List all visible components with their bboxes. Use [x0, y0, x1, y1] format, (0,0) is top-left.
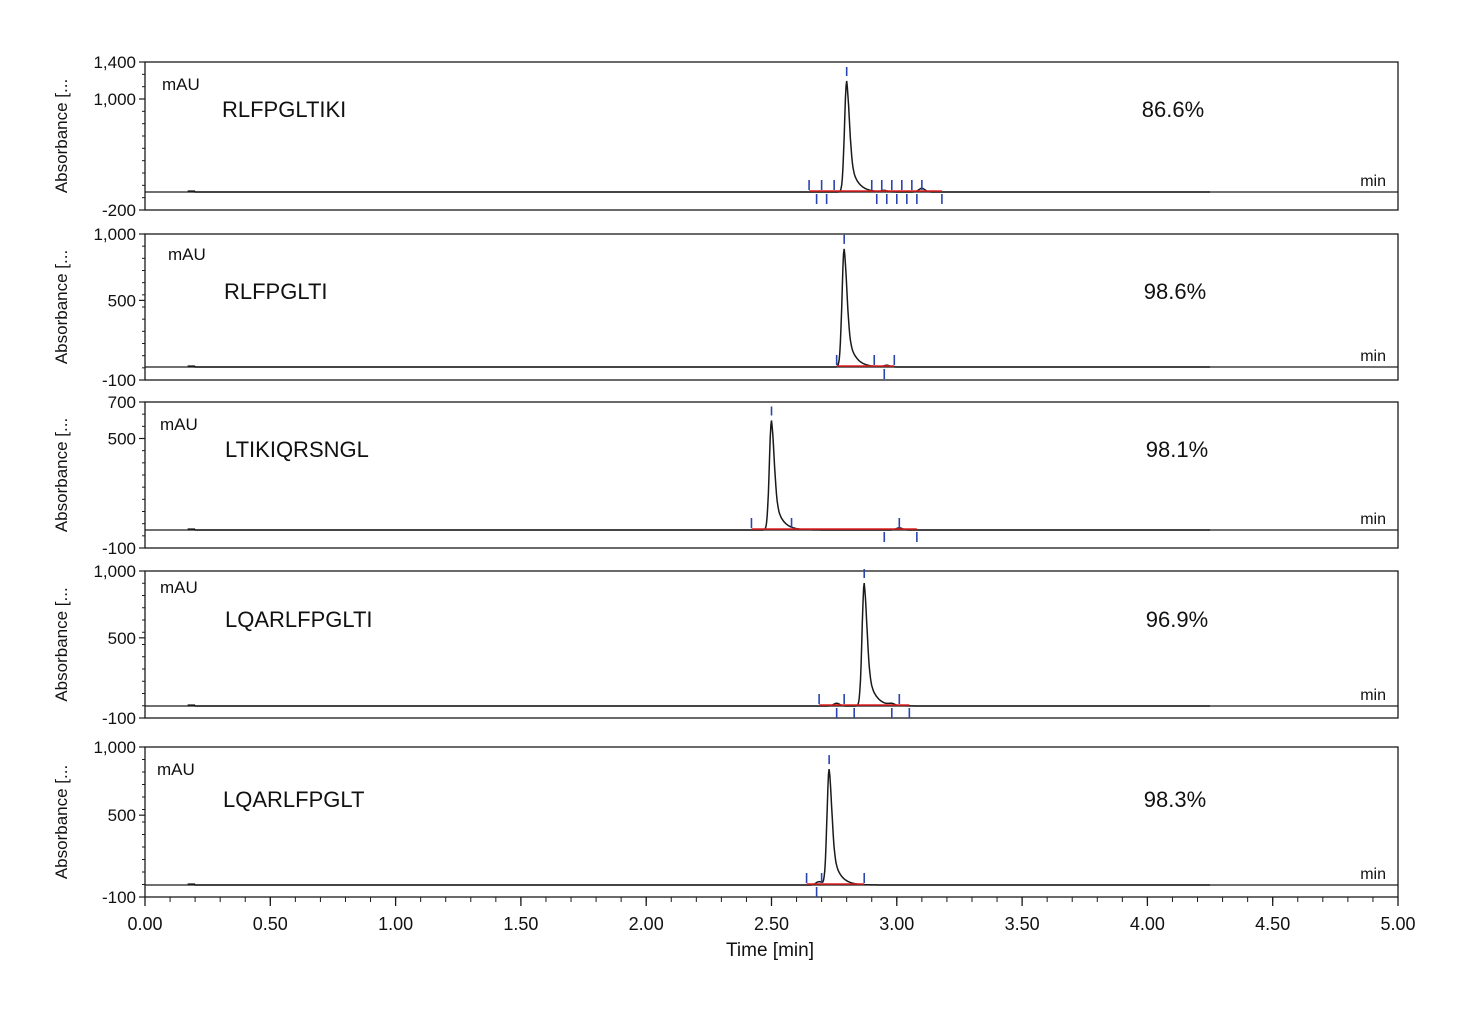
panels-layer: 1,400 1,000 -200 Absorbance [... mAU min RLFPG… [52, 53, 1399, 907]
panel-1: 1,400 1,000 -200 Absorbance [... mAU min RLFPG… [52, 53, 1399, 220]
panel-4: 1,000 500 -100 Absorbance [... mAU min LQARLFP… [52, 562, 1399, 728]
x-tick-label: 1.00 [378, 914, 413, 934]
y-tick-label: -100 [102, 371, 136, 390]
y-tick-label: 1,000 [93, 738, 136, 757]
purity-value: 98.1% [1146, 437, 1208, 462]
y-unit-label: mAU [160, 578, 198, 597]
peptide-name: RLFPGLTI [224, 279, 328, 304]
panel-2: 1,000 500 -100 Absorbance [... mAU min RLFPGLT… [52, 225, 1399, 390]
x-unit-label: min [1360, 173, 1386, 190]
purity-value: 96.9% [1146, 607, 1208, 632]
y-tick-label: 500 [108, 806, 136, 825]
y-tick-label: 500 [108, 430, 136, 449]
trace-line [187, 80, 1210, 193]
y-tick-label: 500 [108, 629, 136, 648]
x-tick-label: 4.50 [1255, 914, 1290, 934]
y-axis-label: Absorbance [... [52, 587, 71, 701]
trace-line [187, 420, 1210, 531]
y-tick-label: 1,000 [93, 90, 136, 109]
y-tick-label: 1,400 [93, 53, 136, 72]
x-unit-label: min [1360, 348, 1386, 365]
y-tick-label: 1,000 [93, 225, 136, 244]
y-tick-label: 700 [108, 393, 136, 412]
panel-frame [144, 570, 1399, 719]
y-tick-label: -100 [102, 539, 136, 558]
y-axis-label: Absorbance [... [52, 418, 71, 532]
y-axis-label: Absorbance [... [52, 250, 71, 364]
panel-frame [144, 233, 1399, 381]
y-axis-label: Absorbance [... [52, 79, 71, 193]
y-axis-label: Absorbance [... [52, 765, 71, 879]
x-unit-label: min [1360, 866, 1386, 883]
panel-5: 1,000 500 -100 Absorbance [... mAU min LQARLFP… [52, 738, 1399, 907]
peptide-name: LQARLFPGLT [223, 787, 364, 812]
y-tick-label: 1,000 [93, 562, 136, 581]
panel-frame [144, 61, 1399, 211]
panel-frame [144, 746, 1399, 898]
y-tick-label: -100 [102, 888, 136, 907]
y-unit-label: mAU [157, 760, 195, 779]
peptide-name: LTIKIQRSNGL [225, 437, 369, 462]
x-tick-label: 3.00 [879, 914, 914, 934]
trace-line [187, 248, 1210, 368]
x-tick-label: 0.00 [127, 914, 162, 934]
x-unit-label: min [1360, 687, 1386, 704]
x-tick-label: 1.50 [503, 914, 538, 934]
x-tick-label: 2.00 [629, 914, 664, 934]
x-tick-label: 2.50 [754, 914, 789, 934]
purity-value: 98.3% [1144, 787, 1206, 812]
panel-3: 700 500 -100 Absorbance [... mAU min LTIKIQRSN… [52, 393, 1399, 558]
x-tick-label: 4.00 [1130, 914, 1165, 934]
trace-line [187, 769, 1210, 886]
x-tick-label: 3.50 [1005, 914, 1040, 934]
y-tick-label: 500 [108, 291, 136, 310]
peptide-name: RLFPGLTIKI [222, 97, 346, 122]
trace-line [187, 583, 1210, 707]
x-tick-label: 5.00 [1380, 914, 1415, 934]
peptide-name: LQARLFPGLTI [225, 607, 373, 632]
x-axis: Time [min] 0.00 0.50 1.00 1.50 2.00 2.50 3.00 3… [127, 897, 1416, 961]
y-unit-label: mAU [160, 415, 198, 434]
x-axis-label: Time [min] [726, 940, 814, 961]
y-unit-label: mAU [162, 75, 200, 94]
x-unit-label: min [1360, 511, 1386, 528]
y-tick-label: -100 [102, 709, 136, 728]
purity-value: 98.6% [1144, 279, 1206, 304]
purity-value: 86.6% [1142, 97, 1204, 122]
y-tick-label: -200 [102, 201, 136, 220]
y-unit-label: mAU [168, 245, 206, 264]
x-tick-label: 0.50 [253, 914, 288, 934]
